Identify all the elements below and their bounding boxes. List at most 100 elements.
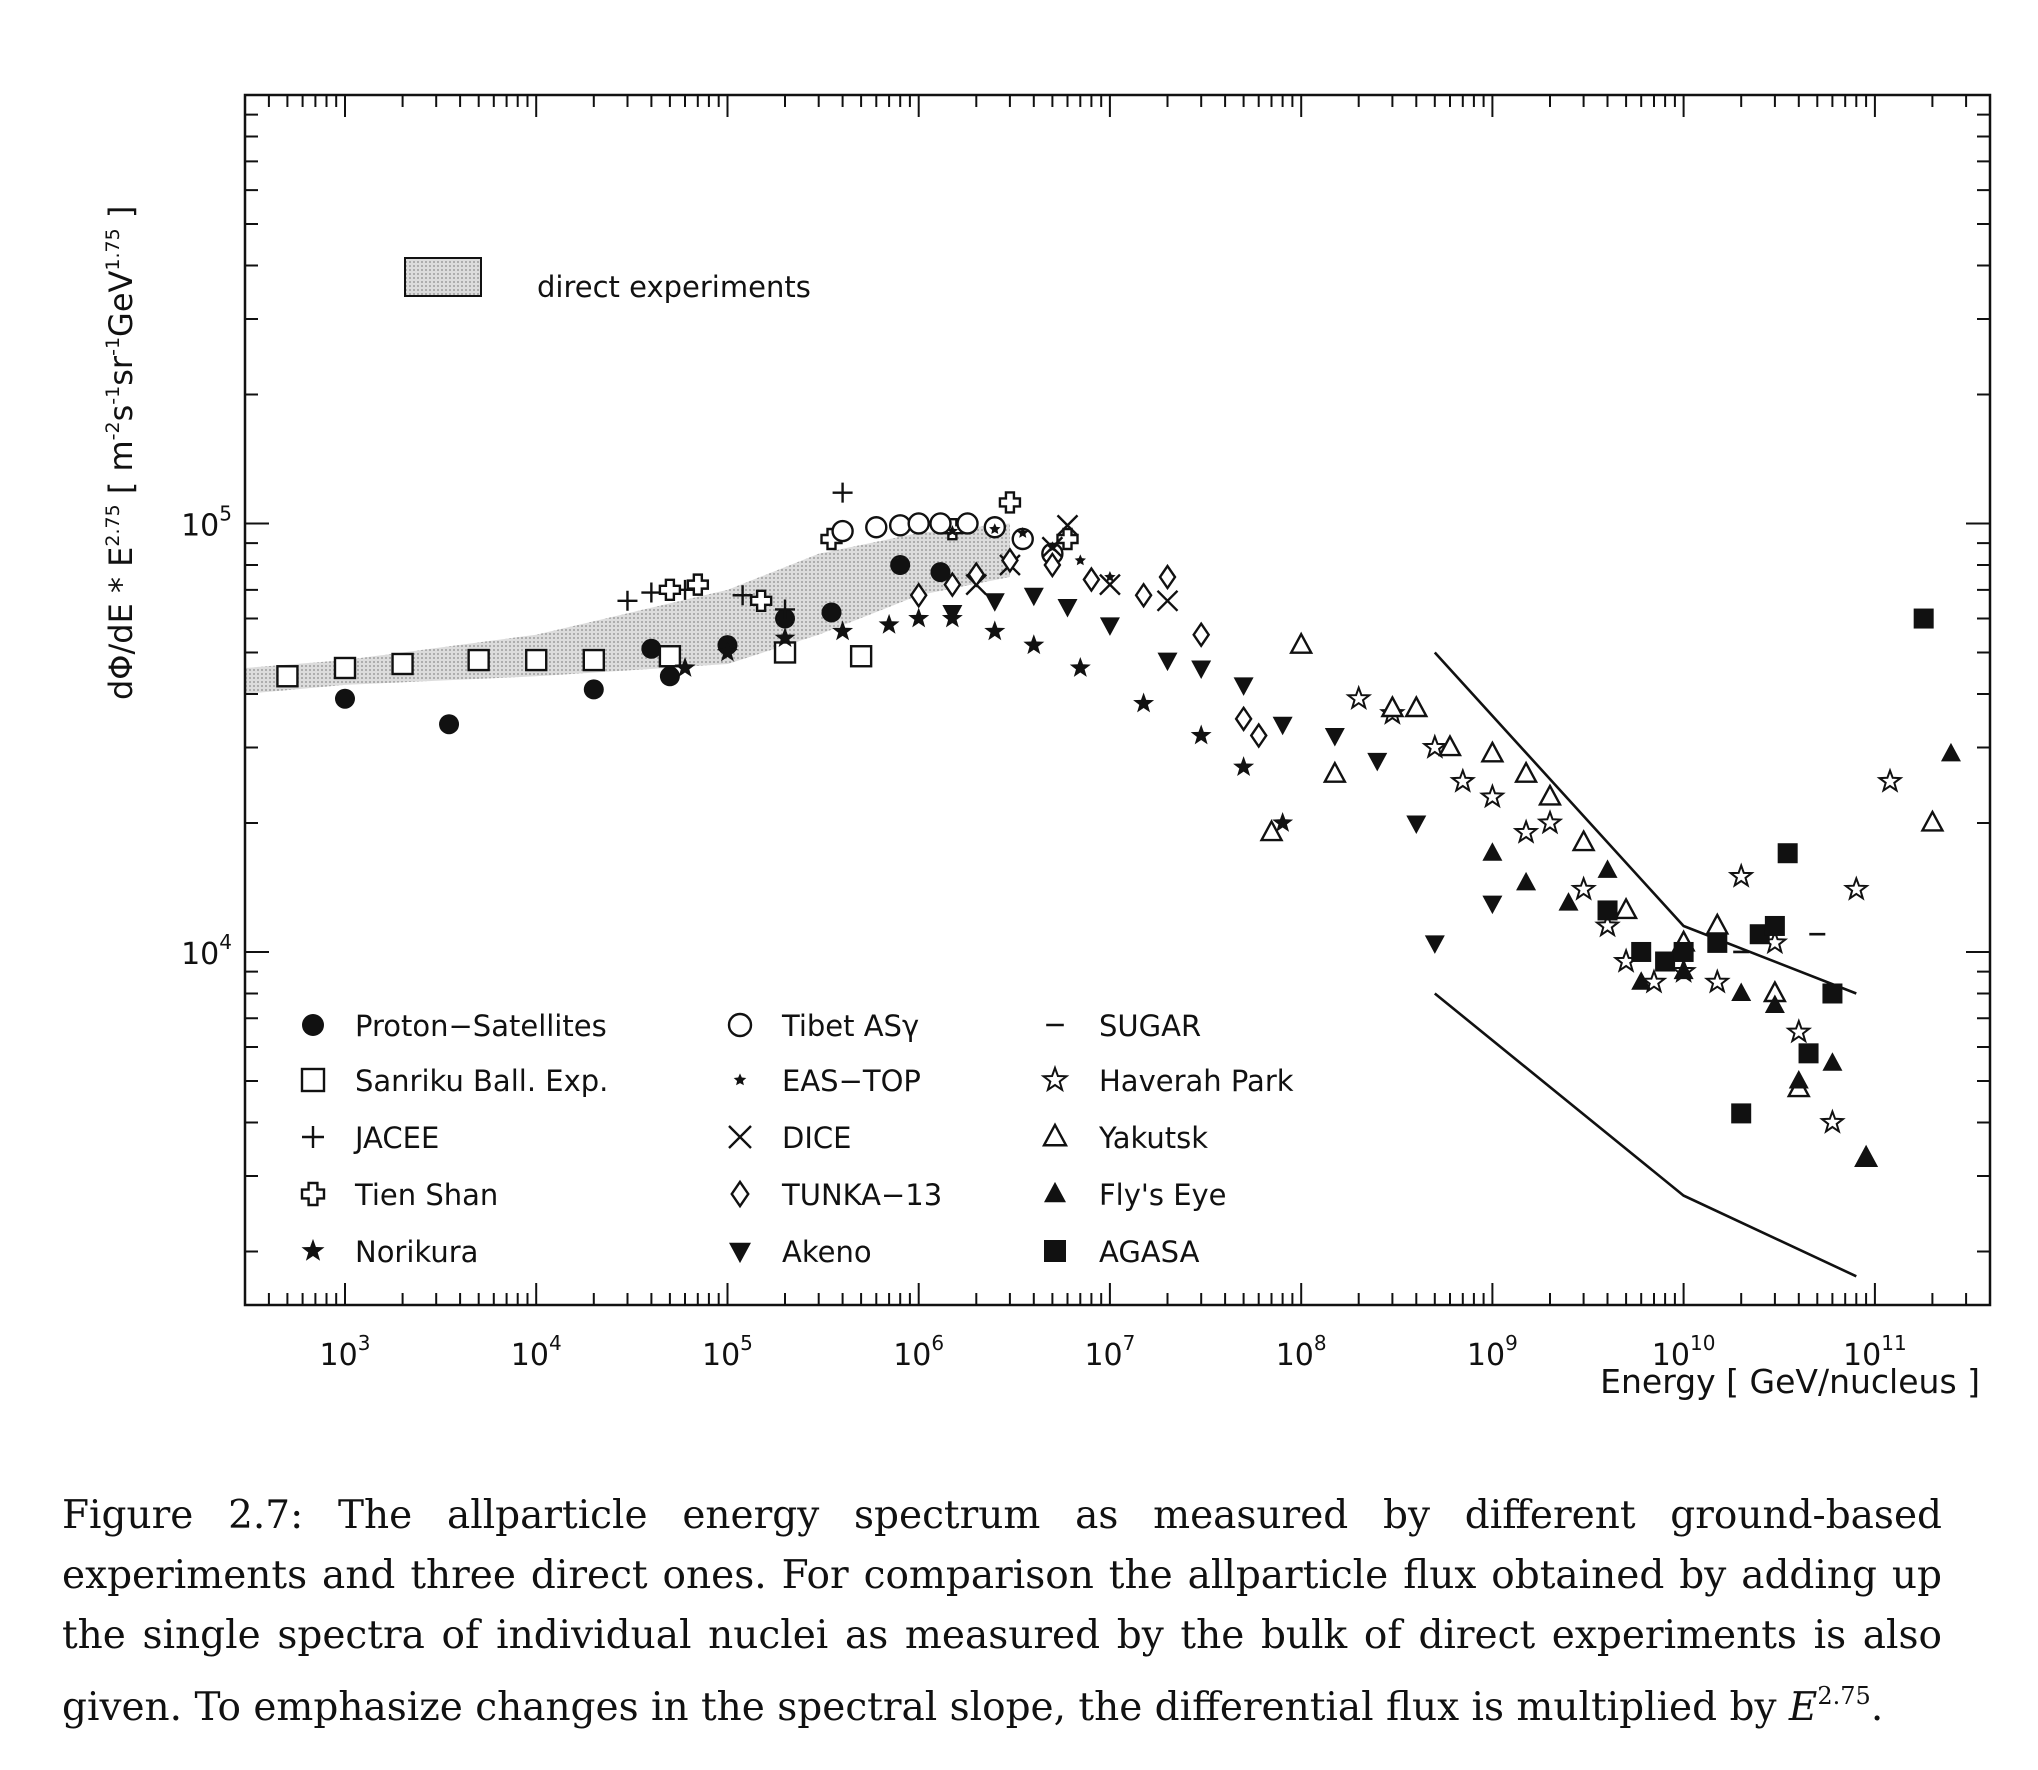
point-haverah-park-1 bbox=[1345, 684, 1373, 711]
point-jacee-2 bbox=[641, 582, 662, 603]
point-agasa-12 bbox=[1913, 608, 1934, 629]
point-yakutsk-9 bbox=[1537, 783, 1562, 806]
point-tunka-13-4 bbox=[1000, 547, 1019, 574]
legend-label-eas-top: EAS−TOP bbox=[782, 1064, 921, 1098]
point-jacee-4 bbox=[732, 585, 753, 606]
legend-item-tunka-13: TUNKA−13 bbox=[730, 1178, 942, 1212]
point-tunka-13-6 bbox=[1082, 566, 1101, 593]
point-haverah-park-8 bbox=[1570, 875, 1597, 901]
point-norikura-14 bbox=[1272, 812, 1294, 832]
point-proton-satellites-1 bbox=[334, 688, 355, 709]
x-tick-label-11: 1011 bbox=[1843, 1331, 1907, 1373]
x-tick-label-7: 107 bbox=[1084, 1331, 1135, 1373]
point-akeno-10 bbox=[1324, 728, 1345, 747]
point-haverah-park-14 bbox=[1727, 862, 1755, 888]
point-fly-s-eye-8 bbox=[1764, 994, 1785, 1014]
point-haverah-park-18 bbox=[1843, 875, 1870, 901]
legend-item-norikura: Norikura bbox=[301, 1235, 478, 1269]
point-tibet-as-6 bbox=[956, 512, 979, 535]
point-sanriku-ball-exp-4 bbox=[467, 648, 490, 672]
x-tick-label-6: 106 bbox=[893, 1331, 944, 1373]
legend-label-norikura: Norikura bbox=[355, 1235, 478, 1269]
point-sanriku-ball-exp-1 bbox=[276, 665, 299, 688]
x-tick-label-8: 108 bbox=[1276, 1331, 1327, 1373]
legend-label-agasa: AGASA bbox=[1099, 1235, 1200, 1269]
point-tien-shan-1 bbox=[658, 578, 682, 602]
legend-marker-akeno bbox=[729, 1242, 751, 1264]
series-tunka-13 bbox=[909, 547, 1268, 749]
point-akeno-11 bbox=[1367, 752, 1388, 772]
legend-marker-jacee bbox=[302, 1126, 324, 1148]
legend-marker-tien-shan bbox=[300, 1181, 326, 1207]
x-tick-label-10: 1010 bbox=[1652, 1331, 1716, 1373]
point-yakutsk-13 bbox=[1705, 912, 1730, 935]
point-fly-s-eye-12 bbox=[1940, 742, 1961, 762]
series-fly-s-eye bbox=[1482, 742, 1961, 1166]
y-axis-label: dΦ/dE * E2.75 [ m-2s-1sr-1GeV1.75 ] bbox=[102, 206, 140, 700]
legend-item-sanriku-ball-exp: Sanriku Ball. Exp. bbox=[300, 1064, 608, 1098]
series-yakutsk bbox=[1259, 631, 1945, 1167]
point-norikura-10 bbox=[1069, 657, 1091, 677]
series-akeno bbox=[942, 587, 1503, 954]
band-legend-label: direct experiments bbox=[537, 270, 811, 304]
point-dice-3 bbox=[1041, 536, 1064, 559]
point-tibet-as-4 bbox=[907, 512, 930, 535]
legend-label-tibet-as: Tibet ASγ bbox=[781, 1009, 919, 1043]
point-proton-satellites-3 bbox=[583, 679, 604, 700]
reference-line-2 bbox=[1433, 992, 1857, 1278]
point-agasa-1 bbox=[1597, 900, 1618, 921]
point-agasa-7 bbox=[1749, 924, 1770, 945]
point-agasa-2 bbox=[1631, 941, 1652, 962]
caption-math-base: E bbox=[1788, 1685, 1818, 1730]
point-yakutsk-2 bbox=[1289, 631, 1314, 654]
point-sanriku-ball-exp-8 bbox=[773, 641, 797, 664]
legend-label-yakutsk: Yakutsk bbox=[1098, 1121, 1208, 1155]
legend-marker-agasa bbox=[1044, 1240, 1066, 1262]
point-sanriku-ball-exp-3 bbox=[391, 652, 414, 676]
y-tick-label-5: 105 bbox=[181, 501, 232, 543]
point-norikura-4 bbox=[832, 620, 854, 641]
point-sanriku-ball-exp-7 bbox=[658, 645, 682, 668]
reference-lines-layer bbox=[1433, 651, 1857, 1278]
point-norikura-11 bbox=[1133, 692, 1155, 713]
caption-math-exponent: 2.75 bbox=[1817, 1682, 1871, 1710]
point-akeno-6 bbox=[1157, 652, 1178, 672]
point-jacee-6 bbox=[832, 482, 853, 503]
legend-item-sugar: SUGAR bbox=[1046, 1009, 1201, 1043]
point-fly-s-eye-2 bbox=[1516, 871, 1537, 891]
legend-label-proton-satellites: Proton−Satellites bbox=[355, 1009, 607, 1043]
point-haverah-park-11 bbox=[1640, 968, 1668, 994]
point-yakutsk-8 bbox=[1514, 760, 1539, 783]
band-legend-swatch bbox=[404, 257, 482, 297]
point-tien-shan-2 bbox=[686, 573, 710, 596]
point-jacee-1 bbox=[617, 590, 638, 611]
legend-item-tien-shan: Tien Shan bbox=[300, 1178, 498, 1212]
legend-marker-norikura bbox=[301, 1238, 325, 1261]
point-haverah-park-16 bbox=[1785, 1018, 1813, 1044]
legend-item-jacee: JACEE bbox=[302, 1121, 439, 1155]
point-akeno-12 bbox=[1406, 815, 1427, 834]
point-agasa-4 bbox=[1673, 941, 1694, 962]
point-dice-5 bbox=[1099, 573, 1121, 596]
point-tunka-13-3 bbox=[967, 561, 986, 588]
point-agasa-11 bbox=[1822, 983, 1843, 1004]
point-norikura-1 bbox=[674, 657, 696, 677]
series-sanriku-ball-exp bbox=[276, 641, 873, 688]
y-tick-label-4: 104 bbox=[181, 930, 232, 972]
point-agasa-3 bbox=[1655, 951, 1676, 972]
point-akeno-2 bbox=[984, 593, 1005, 612]
point-akeno-1 bbox=[942, 604, 963, 624]
point-norikura-9 bbox=[1023, 634, 1045, 655]
legend-item-akeno: Akeno bbox=[729, 1235, 872, 1269]
point-sanriku-ball-exp-5 bbox=[525, 648, 548, 672]
legend-item-fly-s-eye: Fly's Eye bbox=[1044, 1178, 1227, 1212]
legend-marker-sanriku-ball-exp bbox=[300, 1067, 326, 1093]
point-akeno-13 bbox=[1424, 935, 1445, 954]
point-akeno-7 bbox=[1191, 660, 1212, 679]
legend-marker-yakutsk bbox=[1041, 1122, 1069, 1147]
point-yakutsk-17 bbox=[1920, 809, 1945, 832]
point-yakutsk-7 bbox=[1480, 740, 1505, 763]
legend-marker-dice bbox=[728, 1125, 752, 1149]
plot-frame bbox=[243, 93, 1992, 1307]
series-agasa bbox=[1597, 608, 1934, 1124]
